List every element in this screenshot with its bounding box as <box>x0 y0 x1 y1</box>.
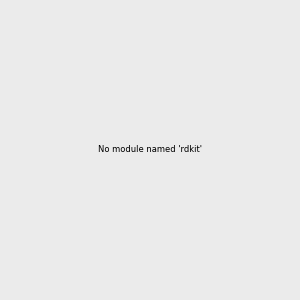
Text: No module named 'rdkit': No module named 'rdkit' <box>98 146 202 154</box>
